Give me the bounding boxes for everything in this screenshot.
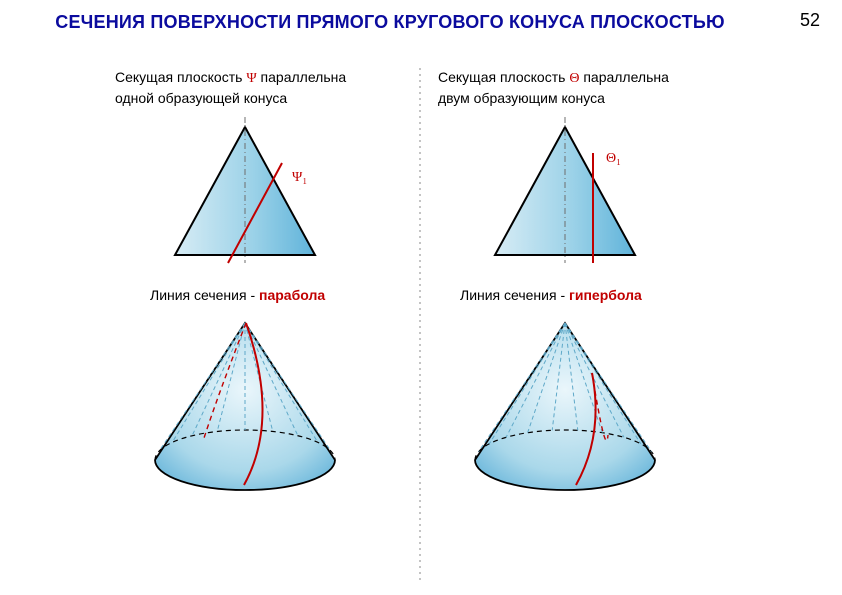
right-triangle-front-view <box>440 115 690 270</box>
left-desc-line2: одной образующей конуса <box>115 90 287 106</box>
right-description: Секущая плоскость Θ параллельна двум обр… <box>438 68 728 108</box>
theta-plane-label: Θ₁ <box>606 151 621 167</box>
right-cone-3d-view <box>440 315 690 505</box>
right-secline-pre: Линия сечения - <box>460 287 569 303</box>
left-triangle-front-view <box>120 115 370 270</box>
left-desc-post: параллельна <box>257 69 346 85</box>
right-desc-post: параллельна <box>579 69 668 85</box>
page-number: 52 <box>800 10 820 31</box>
right-section-line: Линия сечения - гипербола <box>460 287 642 303</box>
left-cone-3d-view <box>120 315 370 505</box>
left-secline-pre: Линия сечения - <box>150 287 259 303</box>
left-desc-pre: Секущая плоскость <box>115 69 246 85</box>
left-section-line: Линия сечения - парабола <box>150 287 325 303</box>
slide-title: СЕЧЕНИЯ ПОВЕРХНОСТИ ПРЯМОГО КРУГОВОГО КО… <box>0 12 780 33</box>
left-description: Секущая плоскость Ψ параллельна одной об… <box>115 68 405 108</box>
content: Секущая плоскость Ψ параллельна одной об… <box>0 60 842 590</box>
theta-symbol: Θ <box>569 71 579 86</box>
psi-symbol: Ψ <box>246 71 256 86</box>
left-section-kind: парабола <box>259 287 325 303</box>
right-desc-pre: Секущая плоскость <box>438 69 569 85</box>
right-desc-line2: двум образующим конуса <box>438 90 605 106</box>
psi-plane-label: Ψ₁ <box>292 170 307 186</box>
right-section-kind: гипербола <box>569 287 642 303</box>
